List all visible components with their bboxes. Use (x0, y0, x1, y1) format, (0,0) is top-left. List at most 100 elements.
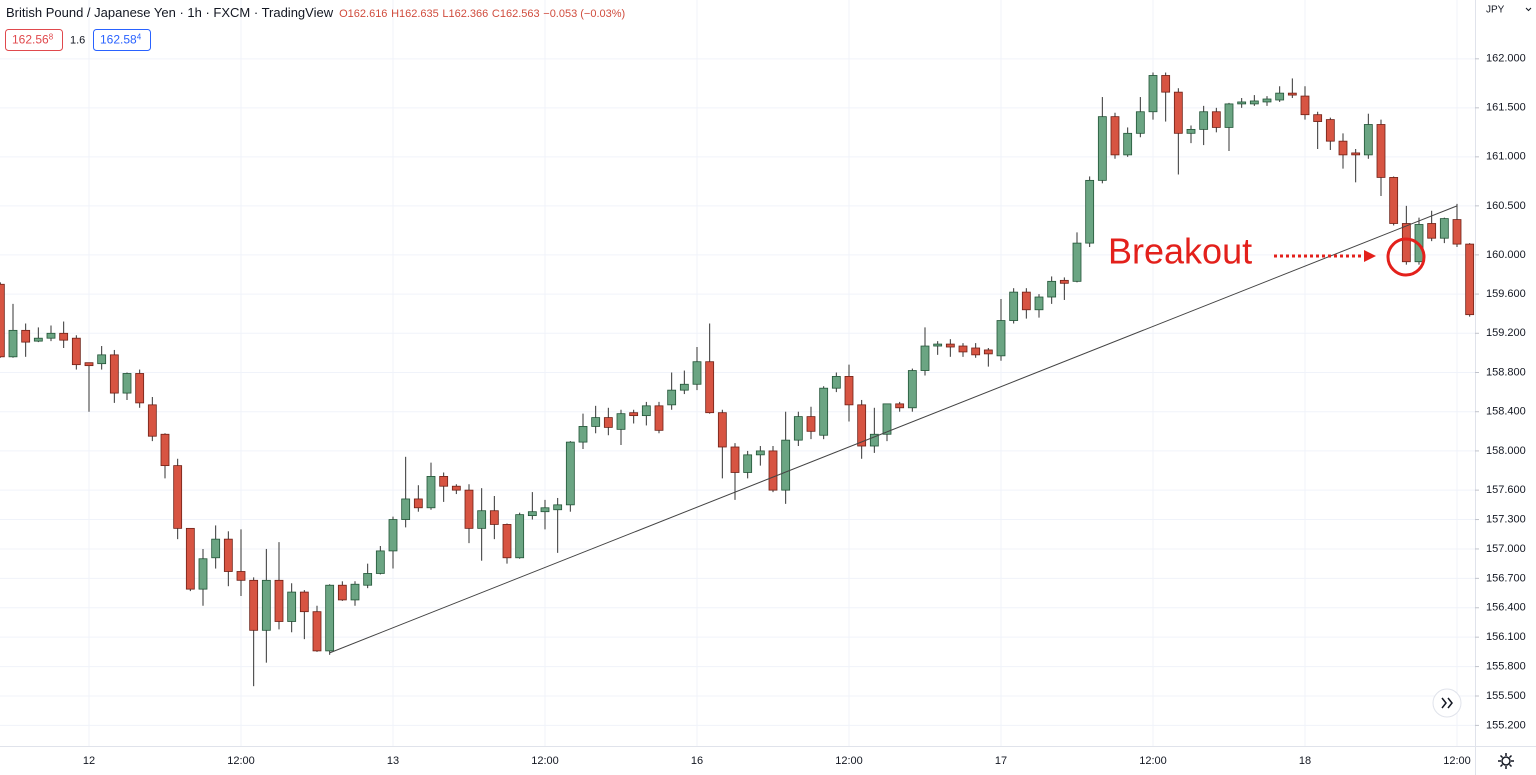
candle-body (1351, 152, 1361, 156)
candle-body (679, 383, 689, 391)
candle-body (1287, 92, 1297, 96)
y-tick-label: 157.600 (1486, 484, 1526, 496)
candle-body (667, 389, 677, 406)
candle-body (1465, 243, 1475, 316)
candle-body (1439, 218, 1449, 239)
candle-body (591, 417, 601, 427)
y-tick-label: 158.800 (1486, 366, 1526, 378)
candle-body (819, 387, 829, 436)
candle-body (781, 439, 791, 491)
candle-body (844, 376, 854, 406)
candle-body (1123, 132, 1133, 156)
candle-body (755, 450, 765, 456)
buy-price[interactable]: 162.584 (100, 33, 142, 47)
candle-body (1148, 75, 1158, 113)
candle-body (1363, 124, 1373, 156)
candle-body (1237, 101, 1247, 105)
sell-price-pip: 8 (49, 33, 54, 42)
candle-body (1034, 296, 1044, 311)
candle-body (705, 361, 715, 414)
candle-body (945, 343, 955, 348)
candle-body (249, 579, 259, 631)
candle-body (1072, 242, 1082, 282)
symbol-title: British Pound / Japanese Yen · 1h · FXCM… (6, 5, 334, 20)
candle-body (173, 465, 183, 529)
candle-body (8, 329, 18, 358)
candle-body (299, 591, 309, 613)
candle-body (540, 507, 550, 513)
candle-body (869, 433, 879, 447)
buy-button[interactable] (93, 29, 151, 51)
ohlc-close: C162.563 (492, 8, 540, 20)
candle-body (147, 404, 157, 437)
candle-body (629, 412, 639, 417)
y-tick-label: 161.000 (1486, 151, 1526, 163)
candle-body (1173, 91, 1183, 134)
candle-body (46, 332, 56, 339)
candle-body (1021, 291, 1031, 311)
candle-body (933, 343, 943, 347)
candle-body (439, 476, 449, 487)
settings-icon[interactable] (1501, 756, 1511, 766)
candle-body (1161, 75, 1171, 93)
y-tick-label: 160.500 (1486, 200, 1526, 212)
y-tick-label: 156.100 (1486, 631, 1526, 643)
candle-body (895, 403, 905, 409)
candle-body (1009, 291, 1019, 321)
candle-body (1338, 140, 1348, 156)
x-tick-label: 12:00 (1443, 755, 1471, 767)
candle-body (198, 558, 208, 590)
candle-body (1097, 116, 1107, 181)
x-tick-label: 16 (691, 755, 703, 767)
candle-body (996, 320, 1006, 357)
buy-price-pip: 4 (137, 33, 142, 42)
scroll-icon (1441, 697, 1453, 709)
x-tick-label: 12:00 (531, 755, 559, 767)
x-tick-label: 13 (387, 755, 399, 767)
annotation-text: Breakout (1108, 231, 1252, 272)
candle-body (1262, 98, 1272, 103)
legend: British Pound / Japanese Yen · 1h · FXCM… (6, 5, 625, 20)
candle-body (287, 591, 297, 622)
candle-body (958, 345, 968, 353)
candle-body (1085, 179, 1095, 244)
candle-body (1186, 128, 1196, 134)
currency-label[interactable]: JPY (1486, 5, 1505, 16)
candle-body (983, 349, 993, 355)
candle-body (578, 426, 588, 443)
candle-body (1300, 95, 1310, 116)
candle-body (325, 584, 335, 652)
candle-body (515, 514, 525, 559)
candle-body (337, 584, 347, 601)
spread: 1.6 (70, 34, 85, 46)
candle-body (71, 337, 81, 366)
candle-body (793, 416, 803, 441)
sell-button[interactable] (5, 29, 63, 51)
candle-body (261, 579, 271, 631)
buy-price-main: 162.58 (100, 33, 137, 47)
candle-body (743, 454, 753, 473)
ohlc-low: L162.366 (442, 8, 488, 20)
candle-body (1401, 223, 1411, 263)
candle-body (236, 571, 246, 581)
y-tick-label: 157.300 (1486, 513, 1526, 525)
candle-body (363, 573, 373, 586)
annotation-circle (1386, 237, 1426, 277)
candle-body (122, 373, 132, 394)
candle-body (717, 412, 727, 448)
candle-body (1325, 119, 1335, 142)
candle-body (21, 329, 31, 343)
candle-body (882, 403, 892, 435)
y-tick-label: 158.000 (1486, 445, 1526, 457)
sell-price-main: 162.56 (12, 33, 49, 47)
y-tick-label: 155.200 (1486, 719, 1526, 731)
ohlc-change: −0.053 (−0.03%) (543, 8, 625, 20)
y-tick-label: 156.700 (1486, 572, 1526, 584)
candle-body (426, 476, 436, 509)
candle-body (185, 527, 195, 590)
candle-body (1275, 92, 1285, 101)
candle-body (1135, 111, 1145, 134)
sell-price[interactable]: 162.568 (12, 33, 54, 47)
scroll-button[interactable] (1432, 688, 1462, 718)
